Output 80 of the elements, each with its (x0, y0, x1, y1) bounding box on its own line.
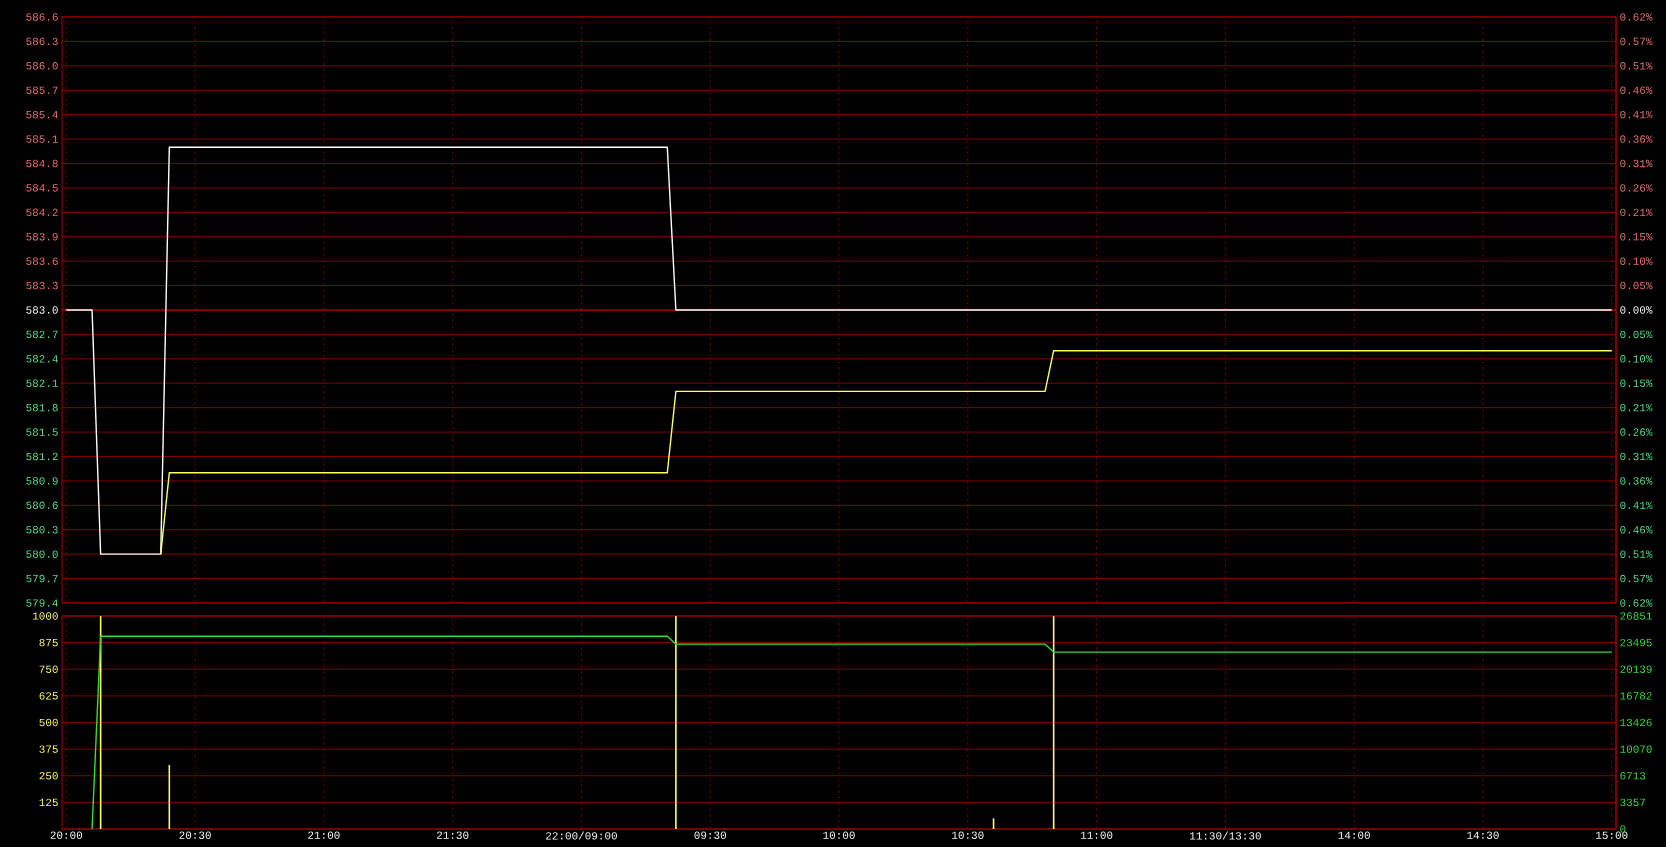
y2-tick-label: 20139 (1620, 665, 1652, 673)
y2-tick-label: 0.10% (1620, 257, 1653, 265)
y2-tick-label: 0.46% (1620, 526, 1653, 534)
y-tick-label: 581.8 (26, 403, 58, 412)
y2-tick-label: 0.41% (1620, 110, 1653, 119)
y-tick-label: 125 (39, 798, 58, 807)
y-tick-label: 1000 (32, 612, 58, 620)
x-tick-label: 10:30 (952, 831, 984, 839)
y-tick-label: 580.9 (26, 477, 58, 485)
x-tick-label: 15:00 (1596, 831, 1628, 839)
y2-tick-label: 0.51% (1620, 550, 1653, 558)
y2-tick-label: 0.57% (1620, 37, 1653, 46)
y2-tick-label: 0.62% (1620, 599, 1653, 607)
y2-tick-label: 0 (1620, 825, 1626, 833)
y-tick-label: 750 (39, 665, 58, 673)
y2-tick-label: 0.31% (1620, 159, 1653, 168)
y2-tick-label: 0.00% (1620, 306, 1653, 314)
x-tick-label: 20:30 (179, 831, 211, 839)
x-tick-label: 09:30 (694, 831, 726, 839)
y2-tick-label: 0.36% (1620, 135, 1653, 143)
x-tick-label: 20:00 (50, 831, 83, 839)
y2-tick-label: 0.05% (1620, 281, 1653, 290)
y-tick-label: 586.3 (26, 37, 58, 46)
y-tick-label: 580.3 (26, 526, 58, 534)
y2-tick-label: 0.05% (1620, 330, 1653, 339)
y2-tick-label: 26851 (1620, 612, 1652, 620)
y-tick-label: 580.0 (26, 550, 58, 558)
y-tick-label: 584.5 (26, 184, 58, 192)
y2-tick-label: 0.26% (1620, 184, 1653, 192)
y2-tick-label: 0.10% (1620, 355, 1653, 363)
y2-tick-label: 23495 (1620, 638, 1652, 647)
y2-tick-label: 0.21% (1620, 403, 1653, 412)
y2-tick-label: 0.57% (1620, 574, 1653, 583)
y-tick-label: 584.8 (26, 159, 58, 168)
x-tick-label: 10:00 (823, 831, 855, 839)
y-tick-label: 585.7 (26, 86, 58, 94)
y-tick-label: 581.5 (26, 428, 58, 436)
y-tick-label: 580.6 (26, 501, 58, 510)
y2-tick-label: 0.26% (1620, 428, 1653, 436)
y-tick-label: 582.1 (26, 379, 58, 387)
y-tick-label: 585.1 (26, 135, 58, 143)
y-tick-label: 579.7 (26, 574, 58, 583)
x-tick-label: 21:30 (436, 831, 469, 839)
y-tick-label: 585.4 (26, 110, 58, 119)
y2-tick-label: 0.46% (1620, 86, 1653, 94)
y-tick-label: 625 (39, 692, 58, 700)
x-tick-label: 14:00 (1338, 831, 1370, 839)
y-tick-label: 583.9 (26, 233, 58, 241)
y2-tick-label: 0.51% (1620, 62, 1653, 70)
x-tick-label: 22:00/09:00 (546, 831, 617, 840)
y2-tick-label: 10070 (1620, 745, 1652, 753)
y2-tick-label: 0.31% (1620, 452, 1653, 461)
y2-tick-label: 0.15% (1620, 233, 1653, 241)
y-tick-label: 581.2 (26, 452, 58, 461)
y-tick-label: 375 (39, 745, 58, 753)
y2-tick-label: 16782 (1620, 692, 1652, 700)
y2-tick-label: 0.62% (1620, 13, 1653, 21)
y-tick-label: 583.6 (26, 257, 58, 265)
y-tick-label: 582.7 (26, 330, 58, 339)
y-tick-label: 583.0 (26, 306, 58, 314)
y2-tick-label: 0.21% (1620, 208, 1653, 217)
y2-tick-label: 0.41% (1620, 501, 1653, 510)
y-tick-label: 586.6 (26, 13, 58, 21)
y2-tick-label: 0.15% (1620, 379, 1653, 387)
y2-tick-label: 3357 (1620, 798, 1645, 807)
y-tick-label: 584.2 (26, 208, 58, 217)
y-tick-label: 586.0 (26, 62, 58, 70)
y2-tick-label: 0.36% (1620, 477, 1653, 485)
y-tick-label: 582.4 (26, 355, 58, 363)
x-tick-label: 14:30 (1467, 831, 1499, 839)
x-tick-label: 11:00 (1080, 831, 1113, 839)
y-tick-label: 579.4 (26, 599, 58, 607)
y-tick-label: 875 (39, 638, 58, 647)
x-tick-label: 11:30/13:30 (1190, 831, 1261, 840)
y2-tick-label: 13426 (1620, 718, 1652, 727)
x-tick-label: 21:00 (308, 831, 340, 839)
y2-tick-label: 6713 (1620, 772, 1646, 780)
y-tick-label: 583.3 (26, 281, 58, 290)
y-tick-label: 250 (39, 772, 58, 780)
y-tick-label: 500 (39, 718, 58, 727)
